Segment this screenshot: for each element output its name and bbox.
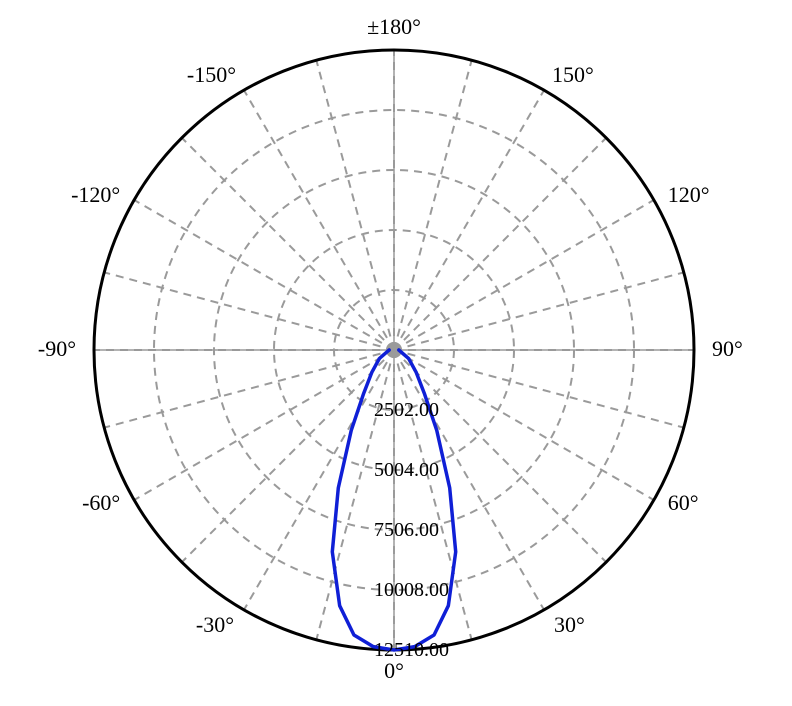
angle-label: -30° bbox=[196, 612, 234, 637]
angle-label: ±180° bbox=[367, 14, 421, 39]
angle-label: 0° bbox=[384, 658, 404, 683]
radial-label: 5004.00 bbox=[374, 459, 439, 481]
radial-label: 7506.00 bbox=[374, 519, 439, 541]
radial-label: 2502.00 bbox=[374, 399, 439, 421]
polar-svg: 0° 30° 60° 90° 120° 150° ±180° -150° -120° -90° -6… bbox=[0, 0, 792, 706]
angle-label: -60° bbox=[82, 490, 120, 515]
angle-label: 90° bbox=[712, 336, 743, 361]
angle-label: -90° bbox=[38, 336, 76, 361]
angle-label: 30° bbox=[554, 612, 585, 637]
polar-chart: 0° 30° 60° 90° 120° 150° ±180° -150° -120° -90° -6… bbox=[0, 0, 792, 706]
angle-label: 150° bbox=[552, 62, 594, 87]
radial-label: 10008.00 bbox=[374, 579, 449, 601]
angle-label: 60° bbox=[668, 490, 699, 515]
angle-label: -150° bbox=[187, 62, 236, 87]
radial-label: 12510.00 bbox=[374, 639, 449, 661]
angle-label: -120° bbox=[71, 182, 120, 207]
angle-label: 120° bbox=[668, 182, 710, 207]
